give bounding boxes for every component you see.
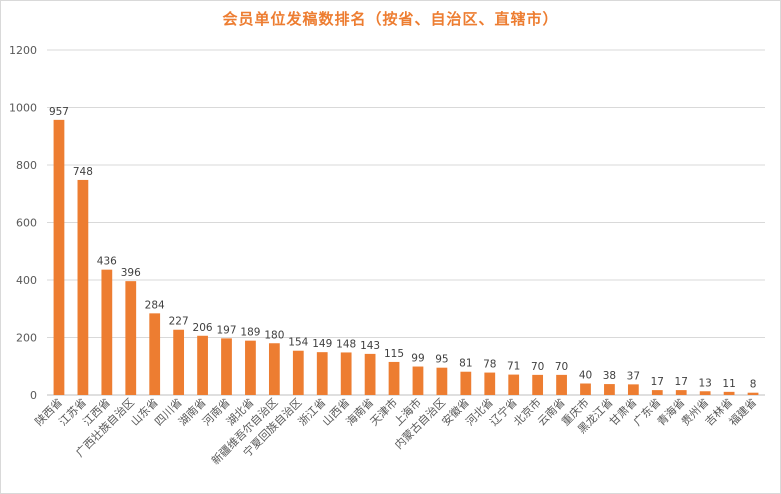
data-label: 17 xyxy=(651,376,664,388)
y-tick-label: 0 xyxy=(30,389,37,402)
bar xyxy=(101,269,113,395)
data-label: 115 xyxy=(384,348,404,360)
y-tick-label: 600 xyxy=(16,217,37,230)
data-label: 37 xyxy=(627,370,640,382)
bar xyxy=(747,392,759,395)
data-label: 957 xyxy=(49,106,69,118)
data-label: 11 xyxy=(722,378,735,390)
data-label: 95 xyxy=(435,354,448,366)
data-label: 149 xyxy=(312,338,332,350)
bar xyxy=(340,352,352,395)
bar xyxy=(173,329,185,395)
bar xyxy=(292,350,304,395)
y-tick-label: 400 xyxy=(16,274,37,287)
data-label: 17 xyxy=(675,376,688,388)
bar xyxy=(53,119,65,396)
bar xyxy=(436,367,448,395)
data-label: 748 xyxy=(73,166,93,178)
data-label: 284 xyxy=(145,299,165,311)
y-tick-label: 1200 xyxy=(9,44,37,57)
data-label: 148 xyxy=(336,338,356,350)
bar xyxy=(268,343,280,395)
bar xyxy=(627,384,639,395)
bar xyxy=(316,352,328,395)
data-label: 81 xyxy=(459,358,472,370)
bar xyxy=(604,384,615,395)
data-label: 70 xyxy=(555,361,568,373)
data-label: 206 xyxy=(193,322,213,334)
data-label: 180 xyxy=(264,329,284,341)
bar xyxy=(532,374,544,395)
bar xyxy=(556,374,567,395)
data-label: 99 xyxy=(411,353,424,365)
chart-title: 会员单位发稿数排名（按省、自治区、直辖市） xyxy=(222,10,559,28)
bar xyxy=(412,366,424,395)
bar xyxy=(364,353,376,395)
data-label: 40 xyxy=(579,370,592,382)
data-label: 197 xyxy=(216,324,236,336)
y-tick-label: 200 xyxy=(16,332,37,345)
x-category-label: 福建省 xyxy=(726,395,759,428)
data-label: 227 xyxy=(169,316,189,328)
data-label: 436 xyxy=(97,256,117,268)
data-label: 189 xyxy=(240,327,260,339)
data-label: 143 xyxy=(360,340,380,352)
bar xyxy=(388,361,400,395)
y-tick-label: 1000 xyxy=(9,102,37,115)
bar xyxy=(723,391,735,395)
bar xyxy=(245,340,256,395)
bar xyxy=(197,335,208,395)
bar xyxy=(149,313,161,395)
bar xyxy=(125,281,137,395)
bar xyxy=(77,179,89,395)
data-label: 154 xyxy=(288,337,308,349)
data-label: 8 xyxy=(750,379,757,391)
bar xyxy=(221,338,232,395)
data-label: 70 xyxy=(531,361,544,373)
data-label: 38 xyxy=(603,370,616,382)
bar xyxy=(508,374,520,395)
bar xyxy=(651,390,663,395)
bar xyxy=(675,390,687,395)
data-label: 78 xyxy=(483,359,496,371)
y-tick-label: 800 xyxy=(16,159,37,172)
bar xyxy=(484,372,496,395)
bar xyxy=(580,383,591,395)
bar xyxy=(699,391,711,395)
data-label: 71 xyxy=(507,361,520,373)
bar xyxy=(460,371,472,395)
data-label: 13 xyxy=(698,377,711,389)
data-label: 396 xyxy=(121,267,141,279)
